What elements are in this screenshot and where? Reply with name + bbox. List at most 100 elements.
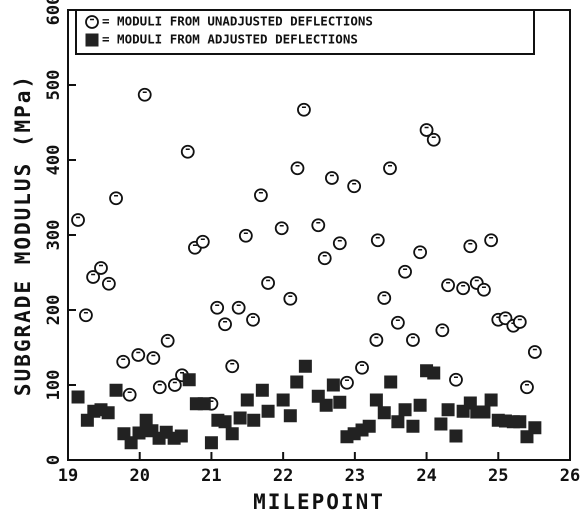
point bbox=[167, 378, 182, 392]
point bbox=[406, 333, 420, 347]
point-ring bbox=[71, 213, 85, 227]
point-ring bbox=[218, 317, 232, 332]
point-ring bbox=[355, 360, 369, 375]
x-tick-label: 19 bbox=[58, 466, 78, 486]
point bbox=[513, 415, 527, 429]
point-ring bbox=[512, 315, 527, 329]
point bbox=[218, 317, 232, 332]
point-ring bbox=[347, 179, 362, 194]
point bbox=[109, 383, 123, 397]
point-ring bbox=[419, 123, 434, 137]
legend-label: = MODULI FROM UNADJUSTED DEFLECTIONS bbox=[102, 14, 373, 29]
legend-label: = MODULI FROM ADJUSTED DEFLECTIONS bbox=[102, 32, 358, 47]
point bbox=[419, 123, 434, 137]
point bbox=[85, 33, 99, 47]
point bbox=[384, 375, 398, 389]
point-ring bbox=[146, 351, 161, 365]
point bbox=[283, 291, 298, 306]
point-ring bbox=[435, 323, 450, 338]
point-ring bbox=[231, 300, 246, 315]
point-ring bbox=[413, 245, 428, 260]
point bbox=[174, 429, 188, 443]
point-ring bbox=[261, 276, 275, 290]
point bbox=[290, 161, 305, 176]
point bbox=[369, 333, 384, 347]
point bbox=[333, 395, 347, 409]
point-ring bbox=[101, 276, 116, 291]
point bbox=[261, 276, 275, 290]
point-ring bbox=[484, 233, 499, 248]
x-tick-label: 25 bbox=[488, 466, 508, 486]
point-ring bbox=[377, 291, 392, 305]
point bbox=[132, 426, 146, 440]
point-ring bbox=[109, 191, 123, 206]
point bbox=[528, 421, 542, 435]
point-ring bbox=[441, 278, 455, 293]
point-ring bbox=[426, 132, 441, 147]
point bbox=[71, 390, 85, 404]
point bbox=[355, 360, 369, 375]
point bbox=[160, 333, 175, 348]
point bbox=[290, 375, 304, 389]
x-tick-label: 22 bbox=[273, 466, 293, 486]
point bbox=[297, 102, 311, 117]
point-ring bbox=[449, 372, 463, 387]
point bbox=[520, 380, 534, 395]
point bbox=[86, 270, 100, 284]
point bbox=[319, 398, 333, 412]
point-ring bbox=[225, 359, 240, 374]
point-ring bbox=[122, 387, 137, 402]
point-ring bbox=[297, 102, 311, 117]
x-tick-label: 26 bbox=[560, 466, 580, 486]
point bbox=[463, 239, 478, 254]
y-tick-label: 300 bbox=[44, 220, 64, 251]
point bbox=[116, 354, 131, 369]
point bbox=[101, 276, 116, 291]
point-ring bbox=[283, 291, 298, 306]
point-ring bbox=[477, 282, 491, 297]
point-ring bbox=[383, 161, 397, 176]
point bbox=[370, 233, 385, 248]
point-ring bbox=[86, 270, 100, 284]
point bbox=[94, 261, 108, 275]
y-tick-label: 400 bbox=[44, 145, 64, 176]
point bbox=[449, 429, 463, 443]
point bbox=[383, 161, 397, 176]
point bbox=[311, 218, 326, 233]
point bbox=[484, 393, 498, 407]
point bbox=[71, 213, 85, 227]
y-axis-title: SUBGRADE MODULUS (MPa) bbox=[11, 74, 35, 396]
point bbox=[426, 132, 441, 147]
point bbox=[456, 281, 471, 296]
point bbox=[197, 397, 211, 411]
point-ring bbox=[311, 218, 326, 233]
point bbox=[276, 393, 290, 407]
point-ring bbox=[238, 228, 253, 243]
point-ring bbox=[210, 300, 225, 315]
point bbox=[398, 264, 412, 279]
y-tick-label: 100 bbox=[44, 370, 64, 401]
point-ring bbox=[152, 380, 167, 395]
point-ring bbox=[527, 345, 542, 359]
point bbox=[527, 345, 542, 359]
point-ring bbox=[94, 261, 108, 275]
point bbox=[398, 403, 412, 417]
point-ring bbox=[160, 333, 175, 348]
point-ring bbox=[398, 264, 412, 279]
point bbox=[182, 373, 196, 387]
x-tick-label: 20 bbox=[129, 466, 149, 486]
point bbox=[434, 417, 448, 431]
point bbox=[317, 251, 332, 266]
point bbox=[152, 380, 167, 395]
point bbox=[362, 419, 376, 433]
point bbox=[210, 300, 225, 315]
point bbox=[238, 228, 253, 243]
point-ring bbox=[340, 375, 354, 390]
point bbox=[477, 405, 491, 419]
point bbox=[406, 419, 420, 433]
point bbox=[255, 383, 269, 397]
point bbox=[377, 291, 392, 305]
point bbox=[441, 403, 455, 417]
point bbox=[326, 378, 340, 392]
